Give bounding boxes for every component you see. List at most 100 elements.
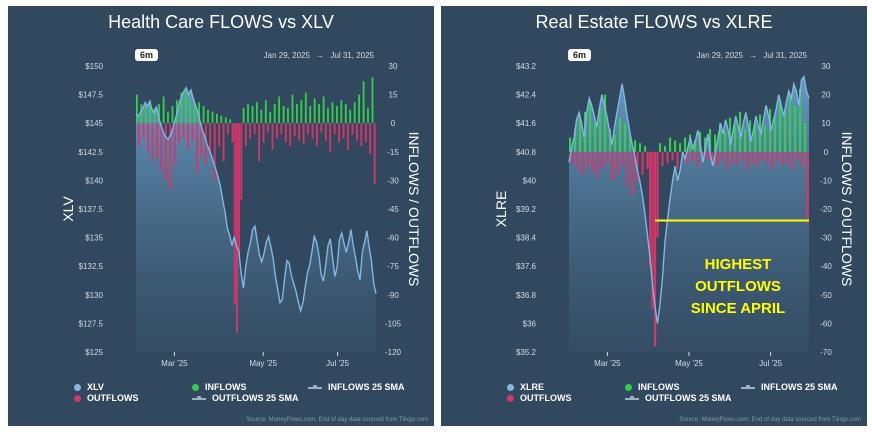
inflow-bar [273, 104, 276, 124]
inflow-bar [229, 119, 232, 124]
y2-tick-label: 0 [824, 148, 829, 157]
outflow-bar [716, 151, 719, 167]
outflow-bar [646, 151, 649, 169]
outflow-bar [726, 151, 729, 169]
inflow-bar [158, 104, 160, 124]
source-note: Source: MoneyFlows.com. End of day data … [679, 417, 861, 423]
inflow-bar [282, 106, 285, 124]
outflow-bar [156, 123, 158, 158]
inflow-bar [144, 106, 147, 124]
outflow-bar [311, 123, 314, 139]
outflow-bar [351, 123, 354, 135]
outflow-bar [160, 123, 163, 171]
legend-inflows[interactable]: INFLOWS [192, 382, 247, 392]
inflow-bar [629, 134, 632, 152]
inflow-bar [599, 106, 602, 152]
outflow-bar [204, 123, 207, 166]
date-end[interactable]: Jul 31, 2025 [330, 51, 374, 60]
outflow-bar [586, 151, 589, 167]
y-tick-label: $132.5 [79, 262, 104, 271]
inflow-bar [574, 128, 577, 152]
legend-inflows[interactable]: INFLOWS [625, 382, 680, 392]
x-tick-label: Mar '25 [594, 359, 621, 368]
inflow-bar [659, 143, 662, 152]
outflow-bar [280, 123, 283, 135]
inflow-bar [149, 100, 152, 124]
outflow-bar [596, 151, 599, 178]
date-arrow: → [749, 51, 758, 60]
y2-tick-label: 0 [391, 119, 396, 128]
y-tick-label: $125 [85, 348, 103, 357]
inflow-bar [251, 106, 254, 124]
legend-outflows-sma[interactable]: OUTFLOWS 25 SMA [625, 393, 732, 403]
legend-inflows-dot [625, 384, 632, 392]
inflow-bar [340, 100, 343, 124]
real-estate-chart-panel: Real Estate FLOWS vs XLRE 6m Jan 29, 202… [441, 6, 867, 426]
inflow-bar [709, 128, 712, 152]
date-start[interactable]: Jan 29, 2025 [696, 51, 743, 60]
outflow-bar [616, 151, 619, 175]
inflow-bar [287, 107, 289, 124]
legend-price[interactable]: XLV [74, 382, 104, 392]
outflow-bar [258, 123, 260, 162]
outflow-bar [576, 151, 579, 169]
x-tick-label: Jul '25 [759, 359, 782, 368]
legend-outflows-label: OUTFLOWS [520, 393, 572, 403]
outflow-bar [227, 123, 229, 135]
date-end[interactable]: Jul 31, 2025 [763, 51, 807, 60]
outflow-bar [338, 123, 340, 143]
outflow-bar [666, 151, 669, 164]
y-axis-title: XLRE [493, 191, 509, 228]
inflow-bar [291, 94, 294, 124]
inflow-bar [579, 117, 582, 152]
inflow-bar [774, 117, 777, 152]
inflow-bar [634, 140, 637, 152]
legend-outflows[interactable]: OUTFLOWS [74, 393, 139, 403]
inflow-bar [804, 123, 807, 152]
range-6m-button[interactable]: 6m [135, 49, 159, 61]
legend-inflows-sma-label: INFLOWS 25 SMA [761, 382, 838, 392]
y-tick-label: $137.5 [79, 205, 104, 214]
sma-line-icon [192, 395, 206, 400]
x-tick-label: May '25 [675, 359, 703, 368]
legend-outflows[interactable]: OUTFLOWS [507, 393, 572, 403]
legend-inflows-sma[interactable]: INFLOWS 25 SMA [741, 382, 838, 392]
range-6m-button[interactable]: 6m [568, 49, 592, 61]
y2-tick-label: -20 [820, 205, 832, 214]
legend-outflows-sma[interactable]: OUTFLOWS 25 SMA [192, 393, 299, 403]
y-tick-label: $38.4 [516, 234, 537, 243]
outflow-bar [333, 123, 336, 135]
legend-price-dot [74, 384, 81, 392]
outflow-bar [676, 151, 679, 169]
date-arrow: → [316, 51, 325, 60]
y2-axis-title: INFLOWS / OUTFLOWS [839, 132, 855, 287]
date-range: Jan 29, 2025 → Jul 31, 2025 [260, 51, 374, 60]
y2-tick-label: 10 [822, 119, 831, 128]
inflow-bar [162, 96, 165, 124]
outflow-bar [369, 123, 372, 154]
date-start[interactable]: Jan 29, 2025 [263, 51, 310, 60]
outflow-bar [781, 151, 784, 167]
legend-price[interactable]: XLRE [507, 382, 544, 392]
y-axis-title: XLV [60, 196, 76, 222]
y-tick-label: $142.5 [79, 148, 104, 157]
outflow-bar [218, 123, 220, 147]
outflow-bar [200, 123, 203, 158]
outflow-bar [611, 151, 614, 181]
y2-tick-label: -70 [820, 348, 832, 357]
outflow-bar [302, 123, 305, 145]
outflow-bar [751, 151, 754, 164]
y-tick-label: $36 [523, 319, 537, 328]
outflow-bar [262, 123, 265, 143]
sma-line-icon [625, 395, 639, 400]
y-tick-label: $147.5 [79, 91, 104, 100]
inflow-bar [754, 123, 757, 152]
inflow-bar [679, 143, 682, 152]
date-range: Jan 29, 2025 → Jul 31, 2025 [693, 51, 807, 60]
outflow-bar [173, 123, 176, 166]
legend-inflows-sma[interactable]: INFLOWS 25 SMA [308, 382, 405, 392]
outflow-bar [253, 123, 256, 135]
inflow-bar [371, 77, 374, 124]
y2-tick-label: -60 [820, 319, 832, 328]
price-line [568, 74, 810, 324]
